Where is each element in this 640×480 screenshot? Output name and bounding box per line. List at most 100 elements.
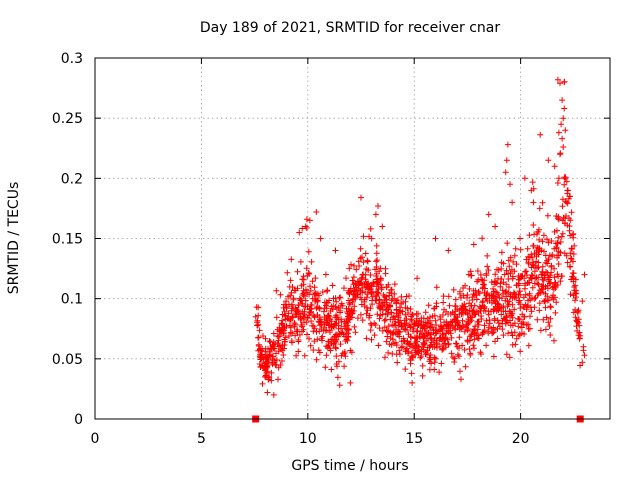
data-point <box>285 310 292 317</box>
data-point <box>545 319 552 326</box>
data-point <box>332 320 339 327</box>
data-point <box>552 309 559 316</box>
data-point <box>333 353 340 360</box>
data-point <box>308 258 315 265</box>
data-point <box>462 306 469 313</box>
data-point <box>375 203 381 209</box>
data-point <box>504 240 511 247</box>
data-point <box>253 304 260 311</box>
data-point <box>448 334 455 341</box>
data-point <box>306 335 312 342</box>
data-point <box>528 308 535 315</box>
data-point <box>533 274 540 281</box>
data-point <box>561 105 568 112</box>
data-point <box>521 175 528 182</box>
data-point <box>307 342 314 349</box>
data-point <box>467 351 474 358</box>
data-point <box>511 268 518 275</box>
data-point <box>494 335 501 342</box>
data-point <box>517 235 523 242</box>
data-point <box>495 320 502 327</box>
data-point <box>535 251 542 258</box>
data-point <box>325 338 332 345</box>
data-point <box>323 352 330 359</box>
data-point <box>363 335 370 342</box>
data-point <box>525 325 532 332</box>
data-point <box>413 342 420 349</box>
data-point <box>570 251 577 257</box>
data-point <box>460 323 467 330</box>
data-point <box>347 347 354 354</box>
data-point <box>570 258 576 265</box>
data-point <box>311 314 318 321</box>
data-point <box>464 321 471 328</box>
data-point <box>449 309 456 316</box>
data-point <box>290 295 297 302</box>
data-point <box>547 315 554 322</box>
data-point <box>529 179 536 186</box>
data-point <box>301 352 308 359</box>
data-point <box>529 254 536 261</box>
data-point <box>479 285 486 292</box>
data-point <box>355 258 362 265</box>
data-point <box>313 209 320 215</box>
data-point <box>422 309 429 316</box>
data-point <box>522 268 528 275</box>
data-point <box>419 372 426 379</box>
data-point <box>566 193 573 200</box>
data-point <box>457 368 463 375</box>
data-point <box>427 356 434 363</box>
data-point <box>515 282 522 289</box>
data-point <box>313 328 320 335</box>
data-point <box>557 80 563 87</box>
data-point <box>481 327 488 333</box>
data-point <box>364 258 371 265</box>
data-point <box>484 263 491 270</box>
data-point <box>534 280 541 287</box>
data-point <box>557 151 563 158</box>
data-point <box>506 263 513 270</box>
data-point <box>317 316 324 323</box>
data-point <box>475 332 482 339</box>
data-point <box>505 330 512 337</box>
data-point <box>559 203 566 210</box>
data-point <box>362 271 369 278</box>
data-point <box>542 304 549 311</box>
data-point <box>466 346 473 352</box>
data-point <box>532 275 539 282</box>
data-point <box>347 379 354 386</box>
data-point <box>494 289 500 296</box>
data-point <box>513 261 520 268</box>
data-point <box>572 297 578 304</box>
data-point <box>561 181 568 188</box>
data-point <box>491 297 498 304</box>
data-point <box>280 330 287 337</box>
x-tick-label: 15 <box>405 431 423 447</box>
data-point <box>504 297 511 304</box>
data-point <box>270 391 277 398</box>
data-point <box>415 320 421 327</box>
data-point <box>509 199 516 206</box>
data-point <box>366 282 373 289</box>
data-point <box>402 304 409 311</box>
data-point <box>439 325 446 332</box>
data-point <box>322 271 329 278</box>
data-point <box>461 301 468 307</box>
chart-title: Day 189 of 2021, SRMTID for receiver cna… <box>200 20 501 36</box>
data-point <box>569 246 575 252</box>
data-point <box>295 348 302 355</box>
data-point <box>492 288 499 295</box>
data-point <box>496 323 503 330</box>
data-point <box>387 335 394 342</box>
data-point <box>498 249 505 256</box>
data-point <box>277 342 283 349</box>
data-point <box>536 236 543 243</box>
data-point <box>436 369 443 376</box>
data-point <box>511 306 518 313</box>
data-point <box>372 211 379 218</box>
data-point <box>458 294 464 301</box>
data-point <box>373 242 380 249</box>
data-point <box>408 370 415 377</box>
data-point <box>282 301 289 308</box>
data-point <box>375 342 382 349</box>
